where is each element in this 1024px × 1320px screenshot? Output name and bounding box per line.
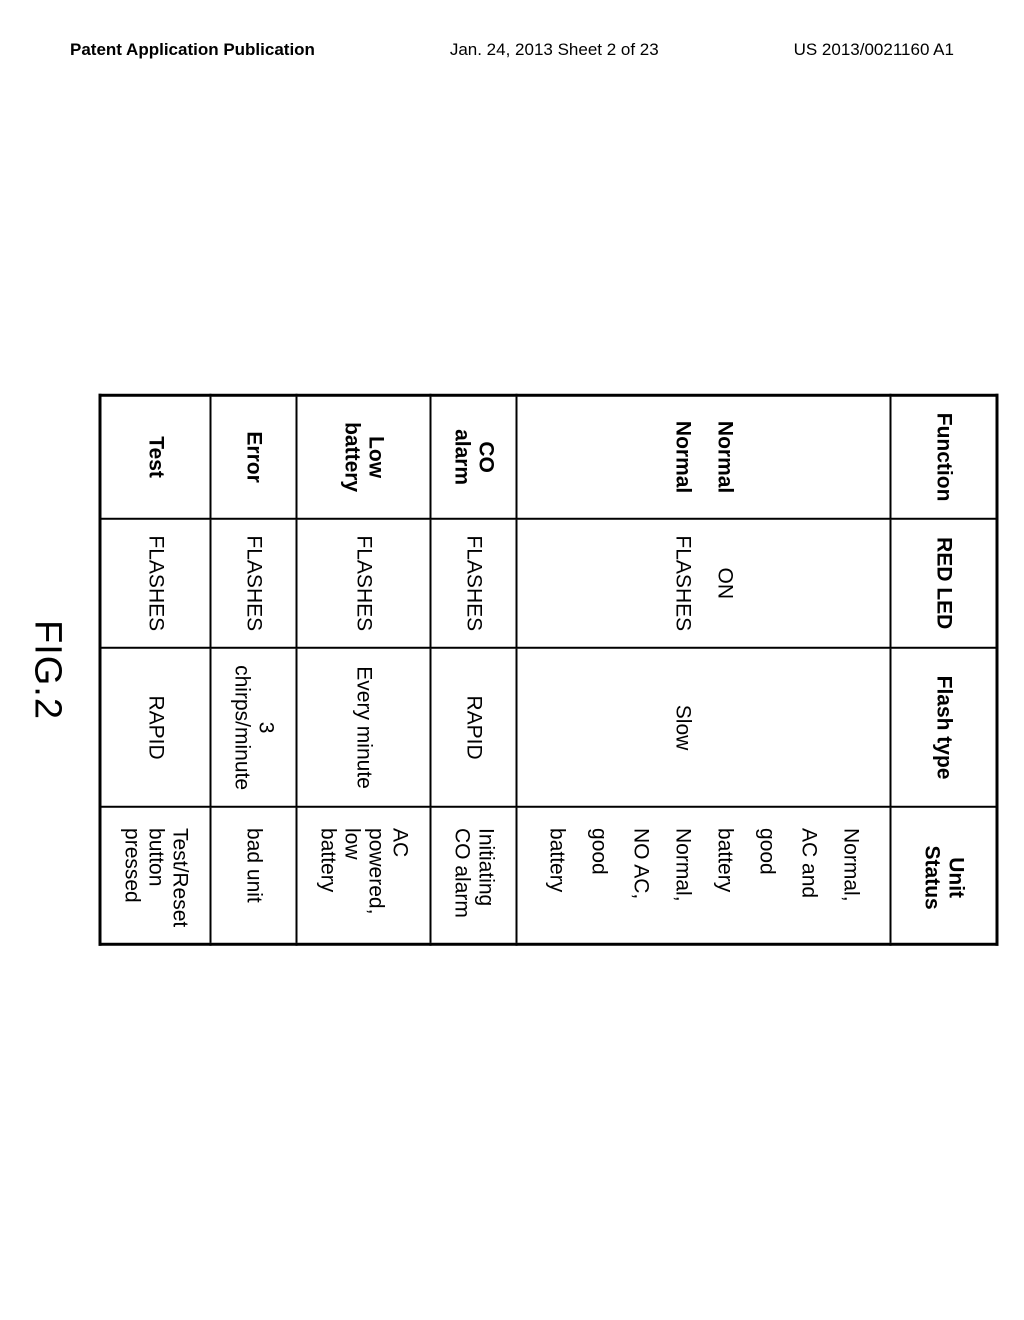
table-row: CO alarm FLASHES RAPID Initiating CO ala…	[431, 395, 517, 944]
cell-function: Error	[211, 395, 297, 518]
page-header: Patent Application Publication Jan. 24, …	[0, 0, 1024, 70]
table-row: Test FLASHES RAPID Test/Reset button pre…	[100, 395, 211, 944]
table-header-row: Function RED LED Flash type Unit Status	[891, 395, 998, 944]
cell-red-led: FLASHES	[100, 518, 211, 648]
cell-flash-type: 3 chirps/minute	[211, 648, 297, 807]
cell-flash-type: Slow	[517, 648, 891, 807]
table-row: Low battery FLASHES Every minute AC powe…	[297, 395, 431, 944]
column-header-unit-status: Unit Status	[891, 807, 998, 945]
cell-red-led: FLASHES	[431, 518, 517, 648]
cell-red-led: FLASHES	[211, 518, 297, 648]
column-header-red-led: RED LED	[891, 518, 998, 648]
header-patent-number: US 2013/0021160 A1	[794, 40, 954, 60]
led-status-table: Function RED LED Flash type Unit Status …	[99, 394, 999, 946]
cell-unit-status: Normal, AC and good batteryNormal, NO AC…	[517, 807, 891, 945]
column-header-function: Function	[891, 395, 998, 518]
cell-flash-type: RAPID	[431, 648, 517, 807]
cell-unit-status: Initiating CO alarm	[431, 807, 517, 945]
figure-label: FIG.2	[26, 620, 69, 720]
figure-wrapper: Function RED LED Flash type Unit Status …	[26, 394, 999, 946]
cell-flash-type: Every minute	[297, 648, 431, 807]
cell-function: Test	[100, 395, 211, 518]
header-publication: Patent Application Publication	[70, 40, 315, 60]
column-header-flash-type: Flash type	[891, 648, 998, 807]
cell-red-led: ONFLASHES	[517, 518, 891, 648]
cell-unit-status: AC powered, low battery	[297, 807, 431, 945]
rotated-figure-container: Function RED LED Flash type Unit Status …	[26, 394, 999, 946]
cell-function: NormalNormal	[517, 395, 891, 518]
cell-unit-status: bad unit	[211, 807, 297, 945]
table-row: NormalNormal ONFLASHES Slow Normal, AC a…	[517, 395, 891, 944]
header-date-sheet: Jan. 24, 2013 Sheet 2 of 23	[450, 40, 659, 60]
table-row: Error FLASHES 3 chirps/minute bad unit	[211, 395, 297, 944]
cell-flash-type: RAPID	[100, 648, 211, 807]
cell-function: Low battery	[297, 395, 431, 518]
content-area: Function RED LED Flash type Unit Status …	[0, 120, 1024, 1220]
cell-unit-status: Test/Reset button pressed	[100, 807, 211, 945]
cell-function: CO alarm	[431, 395, 517, 518]
cell-red-led: FLASHES	[297, 518, 431, 648]
